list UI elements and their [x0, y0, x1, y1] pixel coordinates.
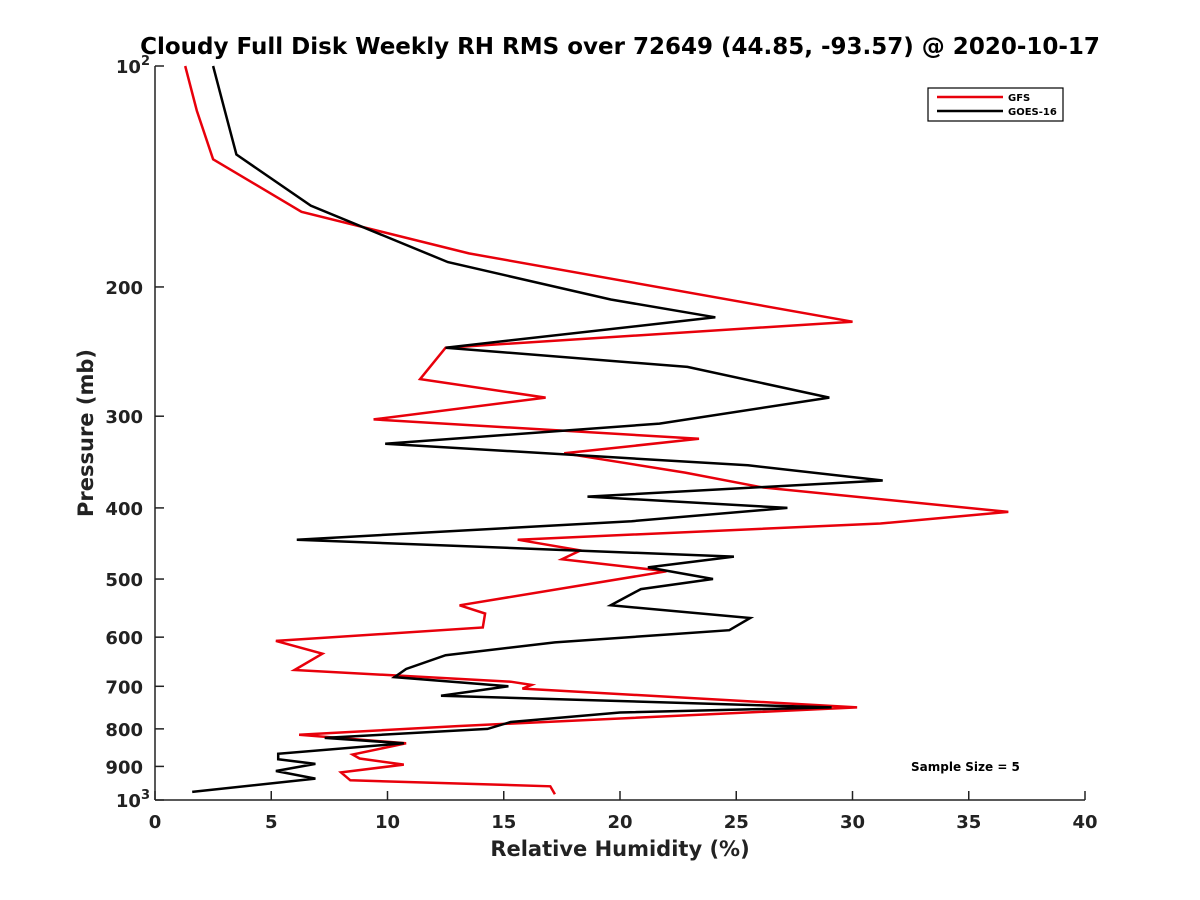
x-tick-label: 40 [1072, 812, 1097, 833]
y-tick-label: 900 [105, 757, 143, 778]
y-tick-label: 400 [105, 499, 143, 520]
legend-label-gfs: GFS [1008, 93, 1030, 104]
y-tick-label: 102 [116, 54, 150, 78]
y-tick-label: 800 [105, 720, 143, 741]
x-tick-label: 0 [149, 812, 162, 833]
x-tick-label: 5 [265, 812, 278, 833]
y-axis-label: Pressure (mb) [74, 349, 98, 517]
x-tick-label: 30 [840, 812, 865, 833]
x-axis-label: Relative Humidity (%) [490, 837, 749, 861]
x-tick-label: 10 [375, 812, 400, 833]
y-tick-label: 600 [105, 628, 143, 649]
x-axis-ticks: 0 5 10 15 20 25 30 35 40 [149, 791, 1098, 833]
x-tick-label: 25 [724, 812, 749, 833]
y-tick-label: 500 [105, 570, 143, 591]
y-tick-label: 700 [105, 677, 143, 698]
y-axis-ticks: 102 200 300 400 500 600 700 800 900 103 [105, 54, 164, 812]
legend-label-goes16: GOES-16 [1008, 107, 1057, 118]
x-tick-label: 20 [607, 812, 632, 833]
legend: GFS GOES-16 [927, 87, 1064, 122]
chart-title: Cloudy Full Disk Weekly RH RMS over 7264… [140, 34, 1100, 60]
sample-size-annotation: Sample Size = 5 [911, 760, 1020, 774]
x-tick-label: 35 [956, 812, 981, 833]
series-line-goes16 [192, 65, 883, 794]
y-tick-label: 103 [116, 788, 150, 812]
y-tick-label: 300 [105, 407, 143, 428]
series-line-gfs [183, 65, 1009, 795]
y-tick-label: 200 [105, 278, 143, 299]
x-tick-label: 15 [491, 812, 516, 833]
series-layer [183, 65, 1009, 795]
legend-box [927, 87, 1064, 122]
